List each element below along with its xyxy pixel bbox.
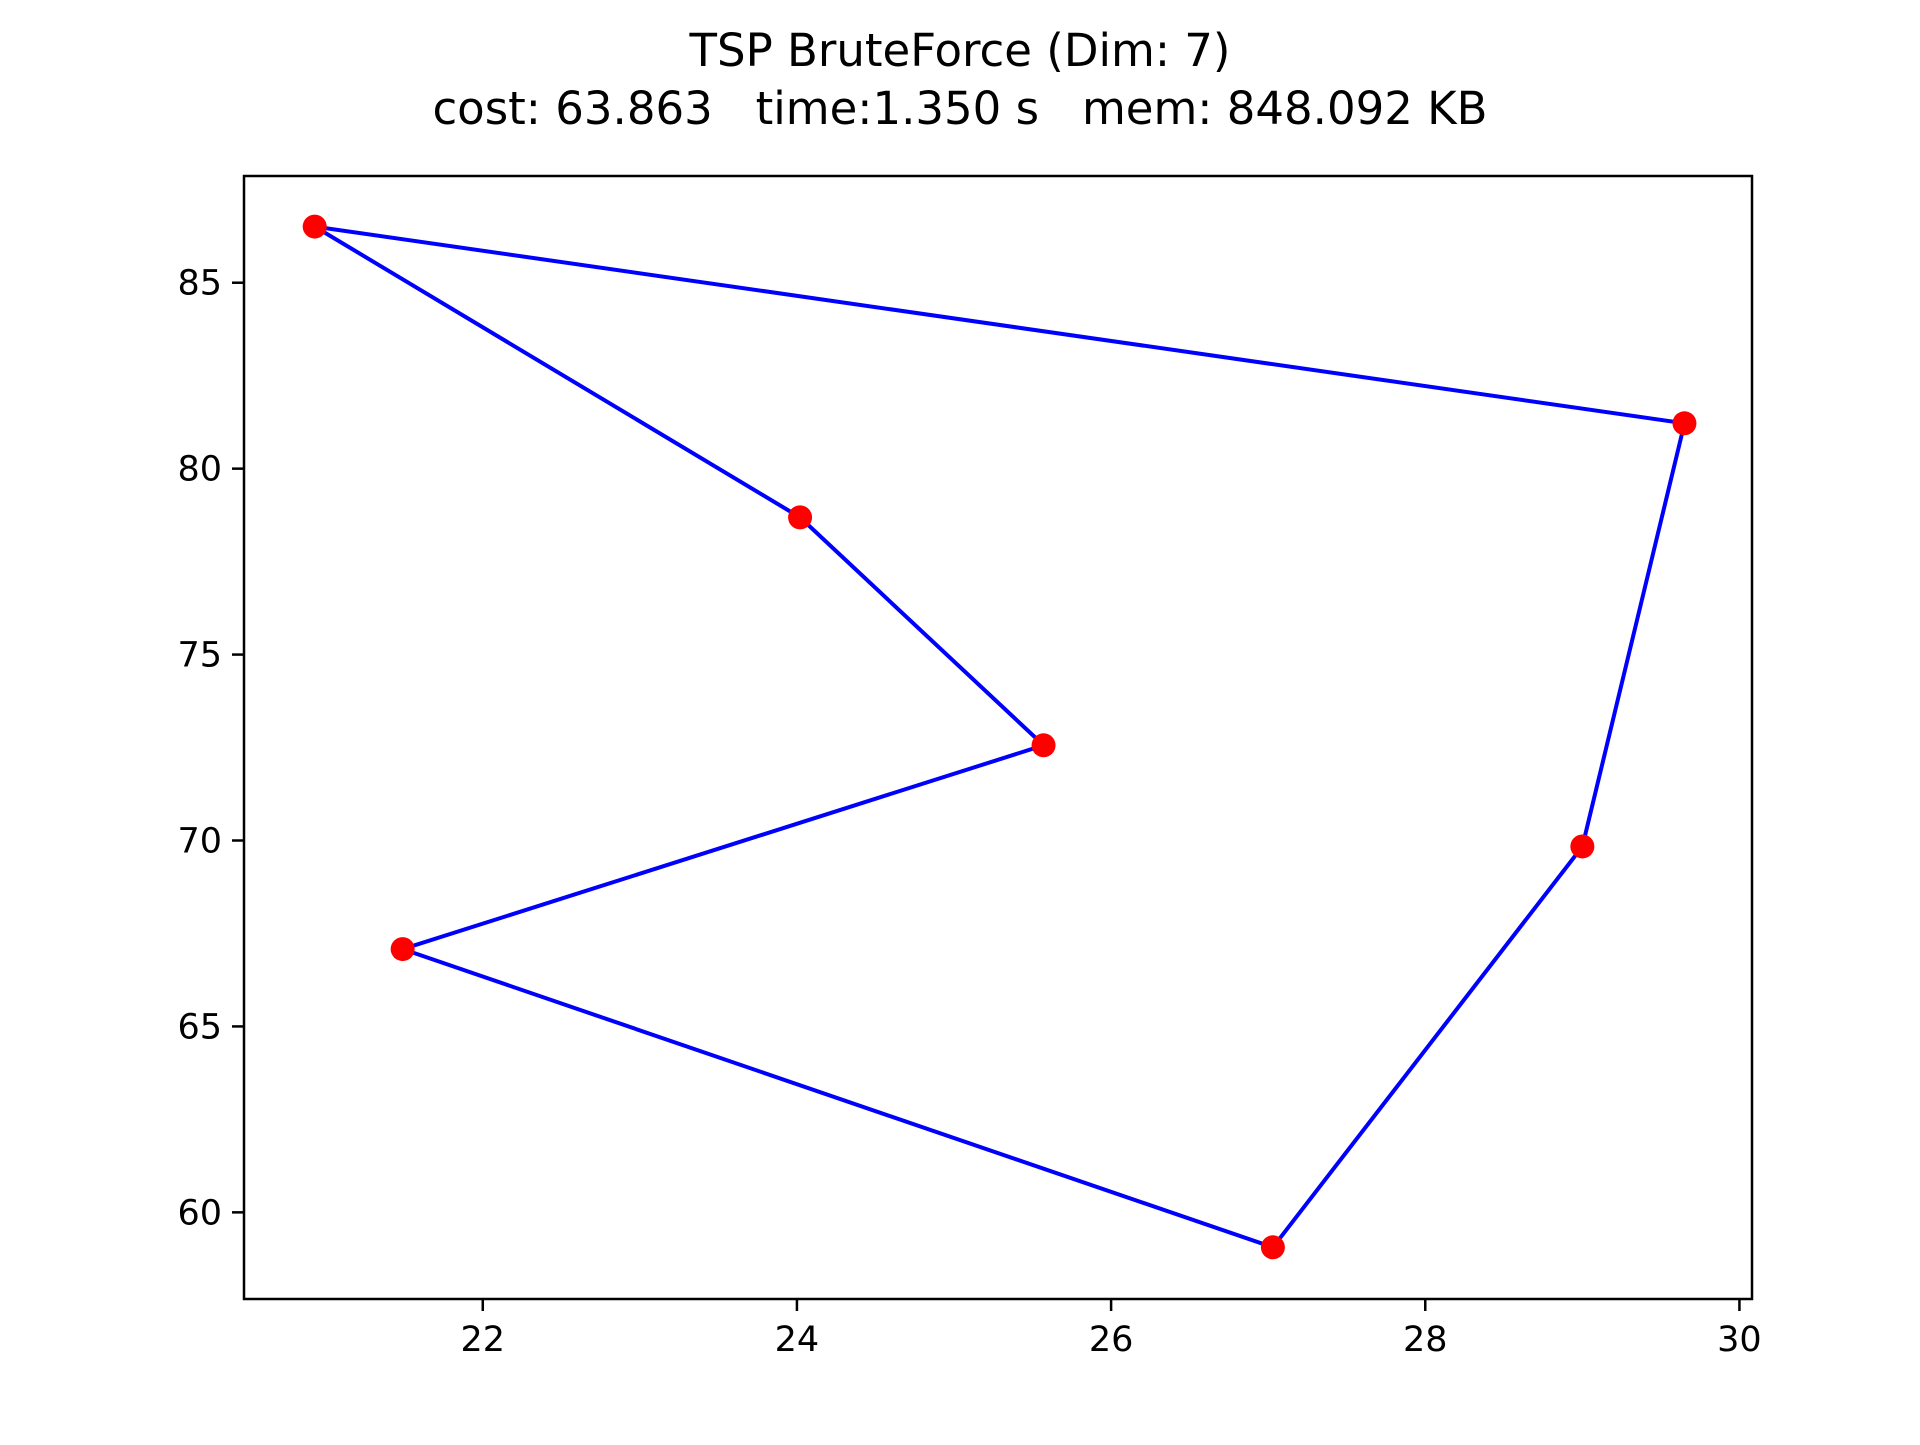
x-tick-label-26: 26 — [1089, 1320, 1134, 1360]
city-point-5 — [390, 937, 415, 962]
x-tick-label-30: 30 — [1717, 1320, 1762, 1360]
y-tick-label-70: 70 — [177, 822, 222, 862]
city-point-2 — [1672, 411, 1697, 436]
y-tick-label-65: 65 — [177, 1007, 222, 1047]
x-tick-label-28: 28 — [1403, 1320, 1448, 1360]
x-tick-label-22: 22 — [460, 1320, 505, 1360]
city-point-3 — [1570, 834, 1595, 859]
y-tick-label-60: 60 — [177, 1193, 222, 1233]
city-point-1 — [302, 214, 327, 239]
city-point-4 — [1260, 1235, 1285, 1260]
x-tick-label-24: 24 — [775, 1320, 820, 1360]
chart-subtitle: cost: 63.863 time:1.350 s mem: 848.092 K… — [432, 82, 1487, 135]
plot-frame — [242, 174, 1754, 1301]
route-line — [313, 224, 1687, 1250]
y-tick-label-80: 80 — [177, 450, 222, 490]
chart-title: TSP BruteForce (Dim: 7) — [689, 24, 1231, 77]
y-tick-label-75: 75 — [177, 636, 222, 676]
y-tick-label-85: 85 — [177, 264, 222, 304]
city-point-7 — [788, 505, 813, 530]
city-point-6 — [1031, 733, 1056, 758]
plot-area: 22 24 26 28 30 60 65 70 75 80 85 — [177, 174, 1762, 1360]
